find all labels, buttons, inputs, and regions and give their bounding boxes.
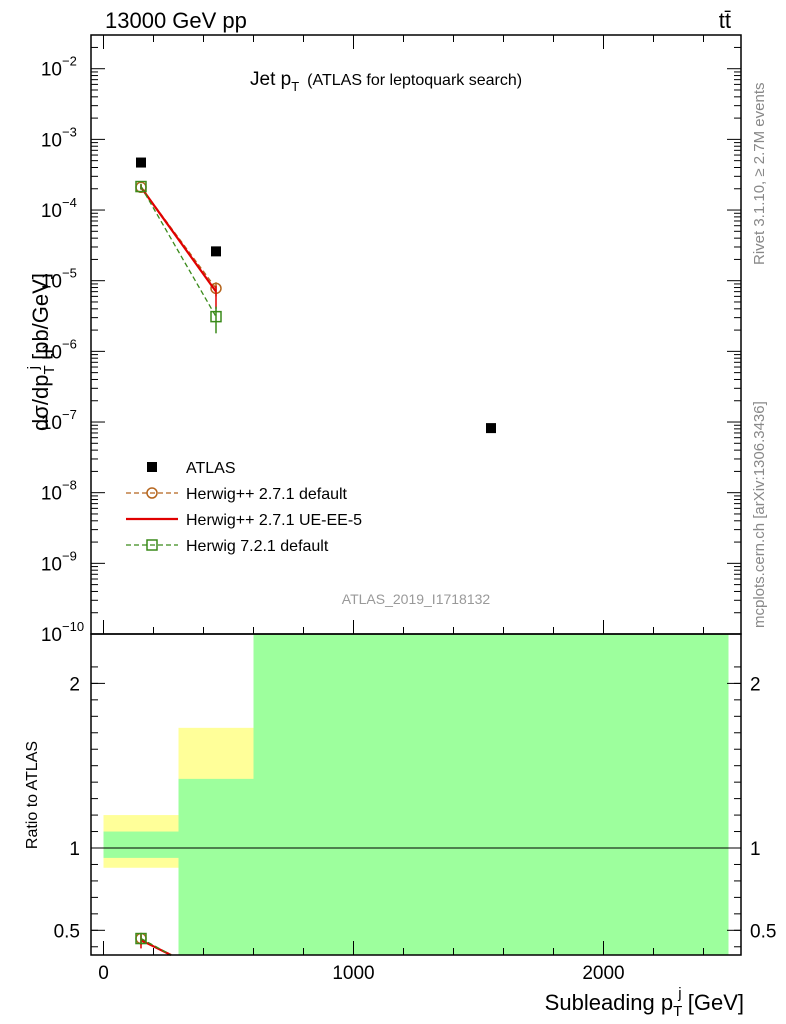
ratio-y-tick-label-left-0: 0.5 <box>54 921 80 942</box>
xlabel-sup: j <box>677 985 681 1002</box>
ratio-frame <box>90 633 742 956</box>
ylabel-sub: T <box>41 365 58 374</box>
y-tick-label-1: 10 <box>41 554 62 575</box>
green-band-0 <box>103 831 179 858</box>
data-point-3-0 <box>135 180 147 193</box>
x-tick-label-1: 1000 <box>332 963 374 984</box>
y-tick-exponent-4: −6 <box>62 336 77 351</box>
ratio-uncertainty-bands <box>91 634 741 955</box>
data-point-3-1 <box>210 310 222 323</box>
y-tick-label-7: 10 <box>41 130 62 151</box>
green-band-2 <box>253 634 729 955</box>
y-tick-exponent-7: −3 <box>62 124 77 139</box>
y-tick-exponent-8: −2 <box>62 54 77 69</box>
y-tick-exponent-1: −9 <box>62 548 77 563</box>
legend-label-2: Herwig++ 2.7.1 UE-EE-5 <box>186 512 362 529</box>
legend-label-0: ATLAS <box>186 460 236 477</box>
energy-label: 13000 GeV pp <box>105 8 247 33</box>
y-tick-label-2: 10 <box>41 484 62 505</box>
xlabel-sub: T <box>673 1003 682 1020</box>
xlabel-a: Subleading p <box>545 990 673 1015</box>
title-rest: (ATLAS for leptoquark search) <box>307 72 522 89</box>
main-title: Jet pT (ATLAS for leptoquark search) <box>250 69 522 94</box>
legend-marker-3 <box>146 539 158 551</box>
data-point-0-0 <box>136 157 146 168</box>
y-tick-exponent-3: −7 <box>62 407 77 422</box>
ylabel-sup: j <box>25 366 42 370</box>
series-line-3 <box>140 186 217 317</box>
y-tick-exponent-0: −10 <box>62 619 84 634</box>
y-tick-label-6: 10 <box>41 201 62 222</box>
series-line-2 <box>140 186 217 293</box>
analysis-watermark: ATLAS_2019_I1718132 <box>342 591 491 607</box>
ratio-point-2 <box>135 932 147 945</box>
y-tick-label-5: 10 <box>41 272 62 293</box>
ratio-y-tick-label-right-0: 0.5 <box>750 921 776 942</box>
ylabel-b: [pb/GeV] <box>28 273 53 366</box>
x-tick-label-0: 0 <box>98 963 109 984</box>
y-tick-label-4: 10 <box>41 342 62 363</box>
ratio-y-axis-label: Ratio to ATLAS <box>24 741 41 849</box>
y-tick-exponent-2: −8 <box>62 478 77 493</box>
data-point-0-2 <box>486 423 496 434</box>
title-main: Jet p <box>250 69 291 90</box>
ratio-y-tick-label-left-2: 2 <box>69 674 80 695</box>
main-series-marks <box>135 157 496 434</box>
x-tick-label-2: 2000 <box>582 963 624 984</box>
ratio-line-2 <box>140 937 172 956</box>
ratio-axes: 0.5 0.5 1 1 2 2 0 1000 2000 <box>54 633 776 984</box>
y-tick-label-3: 10 <box>41 413 62 434</box>
title-sub: T <box>291 79 299 94</box>
y-tick-label-0: 10 <box>41 625 62 646</box>
legend: ATLAS Herwig++ 2.7.1 default Herwig++ 2.7.… <box>126 460 362 555</box>
data-point-0-1 <box>211 246 221 257</box>
xlabel-b: [GeV] <box>682 990 744 1015</box>
y-tick-exponent-5: −5 <box>62 266 77 281</box>
main-y-axis-label: dσ/dpTj [pb/GeV] <box>25 273 58 431</box>
legend-marker-0 <box>147 462 157 472</box>
legend-marker-1 <box>146 487 158 499</box>
green-band-1 <box>178 778 254 955</box>
legend-label-1: Herwig++ 2.7.1 default <box>186 486 348 503</box>
ratio-y-tick-label-right-2: 2 <box>750 674 761 695</box>
ratio-series-marks <box>135 932 172 956</box>
mcplots-note: mcplots.cern.ch [arXiv:1306.3436] <box>751 401 768 628</box>
legend-label-3: Herwig 7.2.1 default <box>186 538 329 555</box>
y-tick-label-8: 10 <box>41 60 62 81</box>
ratio-y-tick-label-left-1: 1 <box>69 839 80 860</box>
process-label: tt̄ <box>719 8 731 33</box>
x-axis-label: Subleading pTj [GeV] <box>545 985 744 1020</box>
ratio-y-tick-label-right-1: 1 <box>750 839 761 860</box>
rivet-note: Rivet 3.1.10, ≥ 2.7M events <box>751 83 768 266</box>
y-tick-exponent-6: −4 <box>62 195 77 210</box>
ylabel-a: dσ/dp <box>28 375 53 431</box>
